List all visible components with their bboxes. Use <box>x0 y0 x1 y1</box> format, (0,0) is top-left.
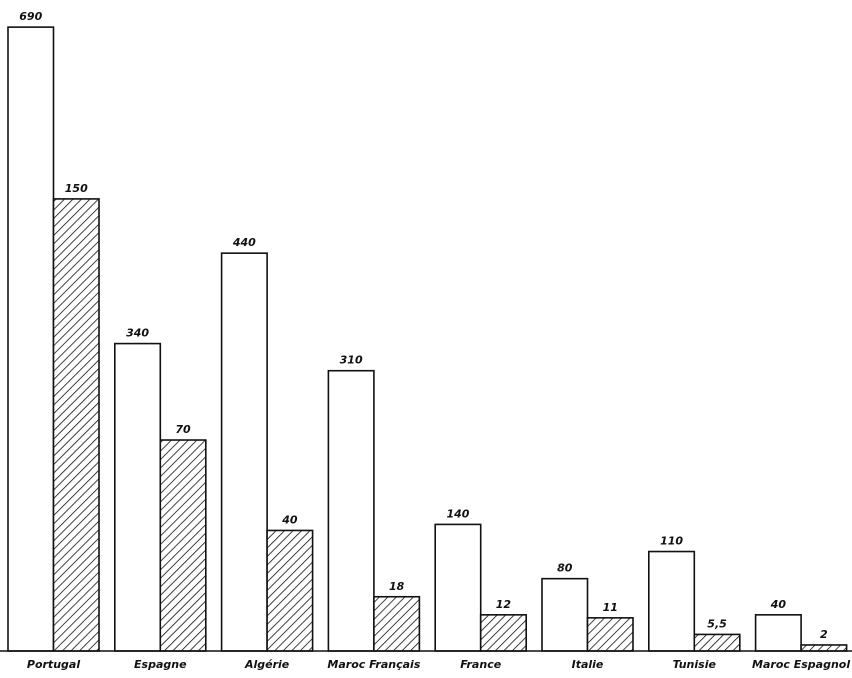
bar <box>159 439 207 652</box>
value-label: 440 <box>232 236 256 249</box>
value-label: 18 <box>389 580 405 593</box>
bar <box>800 644 848 652</box>
bar <box>7 26 55 652</box>
x-tick-label: Italie <box>572 658 604 671</box>
x-tick-label: Tunisie <box>673 658 717 671</box>
bar <box>220 252 268 652</box>
x-tick-label: Algérie <box>244 658 290 671</box>
value-label: 340 <box>126 327 149 340</box>
bar <box>479 614 528 652</box>
value-label: 2 <box>820 628 828 641</box>
bar <box>693 633 741 652</box>
value-label: 11 <box>603 601 618 614</box>
bar <box>266 529 314 652</box>
x-tick-label: Espagne <box>134 658 187 671</box>
x-tick-label: Portugal <box>27 658 80 671</box>
x-tick-label: Maroc Espagnol <box>752 658 850 671</box>
x-tick-label: France <box>460 658 502 671</box>
value-label: 12 <box>496 598 512 611</box>
value-label: 690 <box>19 10 42 23</box>
bar <box>434 523 482 652</box>
value-label: 80 <box>557 562 573 575</box>
bar <box>754 614 802 652</box>
value-label: 310 <box>340 354 363 367</box>
value-label: 5,5 <box>707 617 727 630</box>
bar <box>373 595 421 652</box>
bar <box>327 369 375 652</box>
value-label: 140 <box>446 507 469 520</box>
value-label: 40 <box>281 513 298 526</box>
bar <box>114 342 162 652</box>
value-label: 40 <box>770 598 787 611</box>
bar <box>647 550 696 652</box>
value-label: 70 <box>175 423 191 436</box>
x-tick-label: Maroc Français <box>327 658 420 671</box>
bar <box>586 617 634 652</box>
bar <box>52 198 100 652</box>
value-label: 150 <box>65 182 88 195</box>
bar <box>541 577 589 652</box>
value-label: 110 <box>660 535 683 548</box>
